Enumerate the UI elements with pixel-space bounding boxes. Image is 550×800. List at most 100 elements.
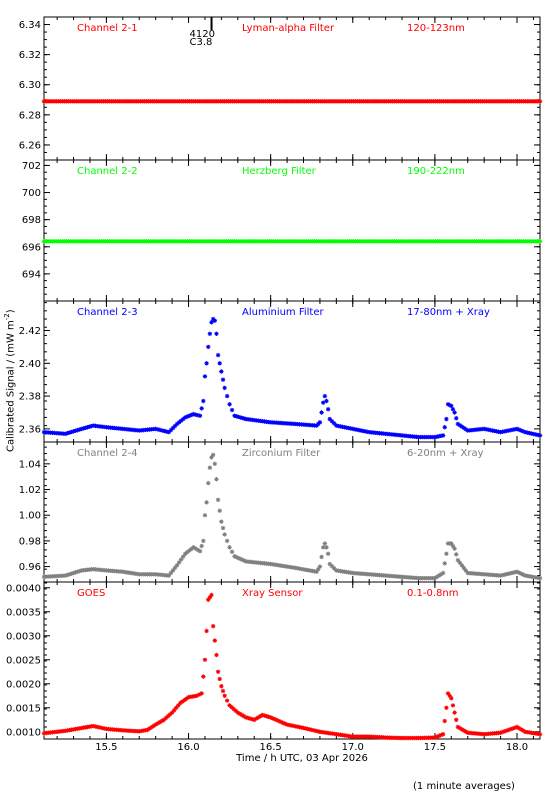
panel-frame [43, 300, 541, 443]
channel-label: Channel 2-2 [77, 166, 138, 177]
data-point [459, 563, 465, 568]
data-point [168, 570, 174, 576]
data-point [174, 705, 179, 710]
data-point [217, 361, 222, 366]
data-point [65, 572, 70, 578]
data-point [75, 569, 80, 574]
data-point [202, 513, 208, 518]
data-point [69, 571, 74, 576]
data-point [325, 407, 331, 412]
x-axis: 15.5 16.0 16.5 17.0 17.5 18.0 [95, 742, 528, 753]
data-point [455, 724, 461, 730]
data-point [444, 705, 449, 710]
data-point [168, 427, 174, 433]
data-point [176, 420, 182, 425]
data-point [449, 695, 454, 701]
data-point [434, 734, 440, 739]
data-point [241, 713, 247, 719]
data-point [516, 427, 522, 432]
data-point [512, 725, 518, 730]
data-point [327, 561, 332, 567]
data-point [440, 570, 446, 576]
filter-label: Aluminium Filter [242, 307, 325, 318]
data-point [182, 697, 187, 703]
data-point [166, 573, 172, 578]
data-point [201, 538, 206, 544]
panels-layer: 6.26 6.28 6.30 6.32 6.34 Channel 2-1 Lyman-alp… [6, 16, 543, 741]
data-point [174, 563, 180, 568]
data-point [170, 425, 176, 431]
data-point [438, 732, 444, 738]
data-point [232, 554, 237, 559]
data-point [447, 402, 452, 408]
data-point [518, 571, 524, 576]
data-point [204, 500, 209, 505]
data-point [85, 425, 90, 430]
data-point [329, 563, 335, 569]
data-point [215, 669, 221, 674]
data-point [238, 415, 243, 420]
data-point [445, 402, 451, 407]
event-marker-number: 4120 [190, 29, 215, 40]
data-point [153, 722, 158, 727]
y-tick-label: 0.0025 [6, 655, 41, 666]
data-point [245, 715, 251, 721]
filter-label: Zirconium Filter [242, 448, 321, 459]
data-point [222, 532, 227, 537]
data-point [77, 568, 82, 574]
data-point [319, 410, 324, 415]
data-point [191, 411, 196, 417]
data-point [436, 573, 442, 578]
data-point [176, 703, 181, 708]
data-point [197, 413, 203, 418]
data-point [184, 696, 189, 701]
data-point [260, 712, 265, 718]
data-point [149, 725, 154, 730]
data-point [457, 560, 463, 565]
channel-label: Channel 2-4 [77, 448, 138, 459]
data-point [264, 713, 269, 719]
y-tick-label: 0.0020 [6, 679, 41, 690]
data-point [195, 547, 201, 553]
data-point [322, 393, 328, 399]
x-axis-title: Time / h UTC, 03 Apr 2026 [235, 753, 368, 764]
panel-frame [43, 441, 541, 583]
data-point [172, 423, 178, 429]
data-point [442, 561, 447, 566]
data-point [252, 717, 257, 722]
data-point [316, 421, 321, 427]
data-point [232, 413, 237, 418]
data-point [518, 428, 524, 433]
data-point [224, 538, 230, 544]
data-point [236, 414, 241, 420]
data-point [229, 549, 235, 555]
data-point [331, 421, 337, 426]
data-point [157, 719, 162, 725]
data-point [449, 541, 454, 546]
data-point [227, 703, 232, 708]
y-tick-label: 0.0030 [6, 631, 41, 642]
data-point [440, 731, 446, 737]
data-point [229, 704, 234, 710]
data-point [217, 676, 222, 682]
data-point [212, 318, 218, 323]
y-tick-label: 702 [22, 161, 41, 172]
data-point [71, 570, 76, 576]
panel-2: 694 696 698 700 702 Channel 2-2 Herzberg Filte… [22, 159, 543, 302]
band-label: 190-222nm [407, 166, 465, 177]
data-point [454, 416, 459, 421]
data-point [455, 557, 461, 563]
data-point [452, 710, 457, 715]
data-point [212, 461, 218, 467]
data-point [63, 431, 68, 437]
data-point [153, 426, 158, 432]
data-point [516, 725, 522, 731]
data-point [167, 712, 173, 717]
data-point [247, 716, 253, 721]
data-point [165, 713, 171, 719]
data-point [199, 406, 204, 411]
data-point [171, 707, 177, 713]
y-tick-label: 1.04 [19, 459, 41, 470]
data-point [459, 727, 465, 732]
data-point [204, 361, 209, 366]
